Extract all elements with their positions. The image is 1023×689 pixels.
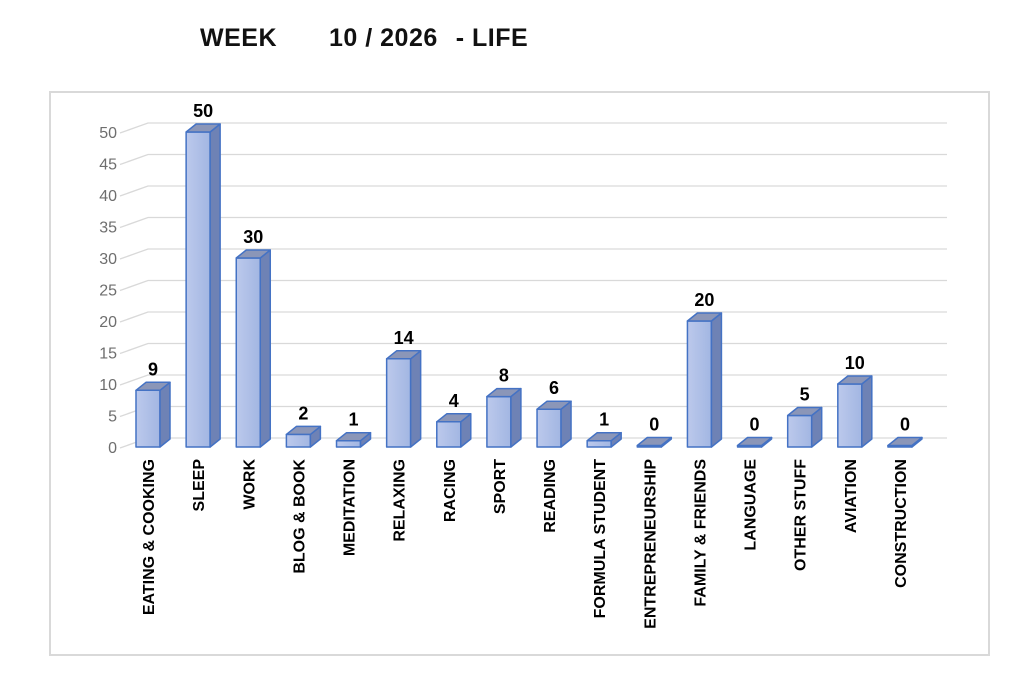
value-label: 1 <box>599 410 609 430</box>
category-label: SPORT <box>492 459 509 514</box>
category-label: FAMILY & FRIENDS <box>692 459 709 607</box>
category-label: BLOG & BOOK <box>291 459 308 574</box>
gridline <box>119 122 947 134</box>
value-label: 0 <box>900 415 910 435</box>
y-tick-label: 5 <box>108 409 117 426</box>
bar-relaxing <box>385 350 422 448</box>
chart-title-week-label: WEEK <box>200 24 277 52</box>
bar-construction <box>887 436 923 448</box>
bar-blog-book <box>285 425 322 448</box>
category-label: FORMULA STUDENT <box>592 459 609 619</box>
value-label: 50 <box>193 101 213 121</box>
gridline <box>119 153 947 166</box>
y-tick-label: 35 <box>99 220 117 237</box>
category-label: RACING <box>442 459 459 522</box>
bar-entrepreneurship <box>636 436 673 448</box>
category-label: RELAXING <box>392 459 409 542</box>
value-label: 9 <box>148 359 158 379</box>
category-label: LANGUAGE <box>743 459 760 551</box>
value-label: 1 <box>349 410 359 430</box>
gridline <box>119 279 947 292</box>
value-label: 30 <box>243 227 263 247</box>
bar-aviation <box>837 375 873 448</box>
value-label: 20 <box>694 290 714 310</box>
y-tick-label: 50 <box>99 125 117 142</box>
category-label: OTHER STUFF <box>793 459 810 571</box>
y-tick-label: 10 <box>99 377 117 394</box>
bar-sleep <box>185 123 221 448</box>
y-tick-label: 15 <box>99 346 117 363</box>
chart-title-suffix: - LIFE <box>455 24 529 52</box>
chart-title-week-value: 10 / 2026 <box>329 24 438 52</box>
gridline <box>119 248 947 260</box>
y-tick-label: 45 <box>99 157 117 174</box>
category-label: AVIATION <box>843 459 860 533</box>
chart-frame: 0 5 10 15 20 25 30 35 40 45 50 9 EATING & COOKING 50 S… <box>49 91 990 656</box>
bar-meditation <box>335 431 372 448</box>
gridline <box>119 311 947 323</box>
gridline <box>119 342 947 355</box>
bar-racing <box>436 413 472 448</box>
value-label: 4 <box>449 391 459 411</box>
bar-reading <box>536 400 572 448</box>
y-tick-label: 20 <box>99 314 117 331</box>
category-label: SLEEP <box>191 459 208 512</box>
category-label: WORK <box>241 459 258 510</box>
value-label: 10 <box>845 353 865 373</box>
category-label: ENTREPRENEURSHIP <box>642 459 659 629</box>
bar-family-friends <box>686 312 723 448</box>
value-label: 2 <box>298 403 308 423</box>
category-label: READING <box>542 459 559 533</box>
category-label: MEDITATION <box>342 459 359 556</box>
value-label: 8 <box>499 366 509 386</box>
value-label: 6 <box>549 378 559 398</box>
value-label: 0 <box>750 415 760 435</box>
gridline <box>119 216 947 229</box>
bar-language <box>736 436 773 448</box>
gridline <box>119 185 947 197</box>
chart-title: WEEK 10 / 2026 - LIFE <box>200 24 528 53</box>
bar-other-stuff <box>786 406 823 448</box>
gridline <box>119 374 947 386</box>
category-label: EATING & COOKING <box>141 459 158 615</box>
y-tick-label: 30 <box>99 251 117 268</box>
bar-sport <box>486 387 522 448</box>
value-label: 5 <box>800 385 810 405</box>
bar-work <box>235 249 272 448</box>
category-label: CONSTRUCTION <box>893 459 910 588</box>
y-tick-label: 40 <box>99 188 117 205</box>
y-tick-label: 0 <box>108 440 117 457</box>
value-label: 0 <box>649 415 659 435</box>
value-label: 14 <box>394 328 414 348</box>
bar-eating-cooking <box>135 381 171 448</box>
y-tick-label: 25 <box>99 283 117 300</box>
bar-formula-student <box>586 431 622 448</box>
